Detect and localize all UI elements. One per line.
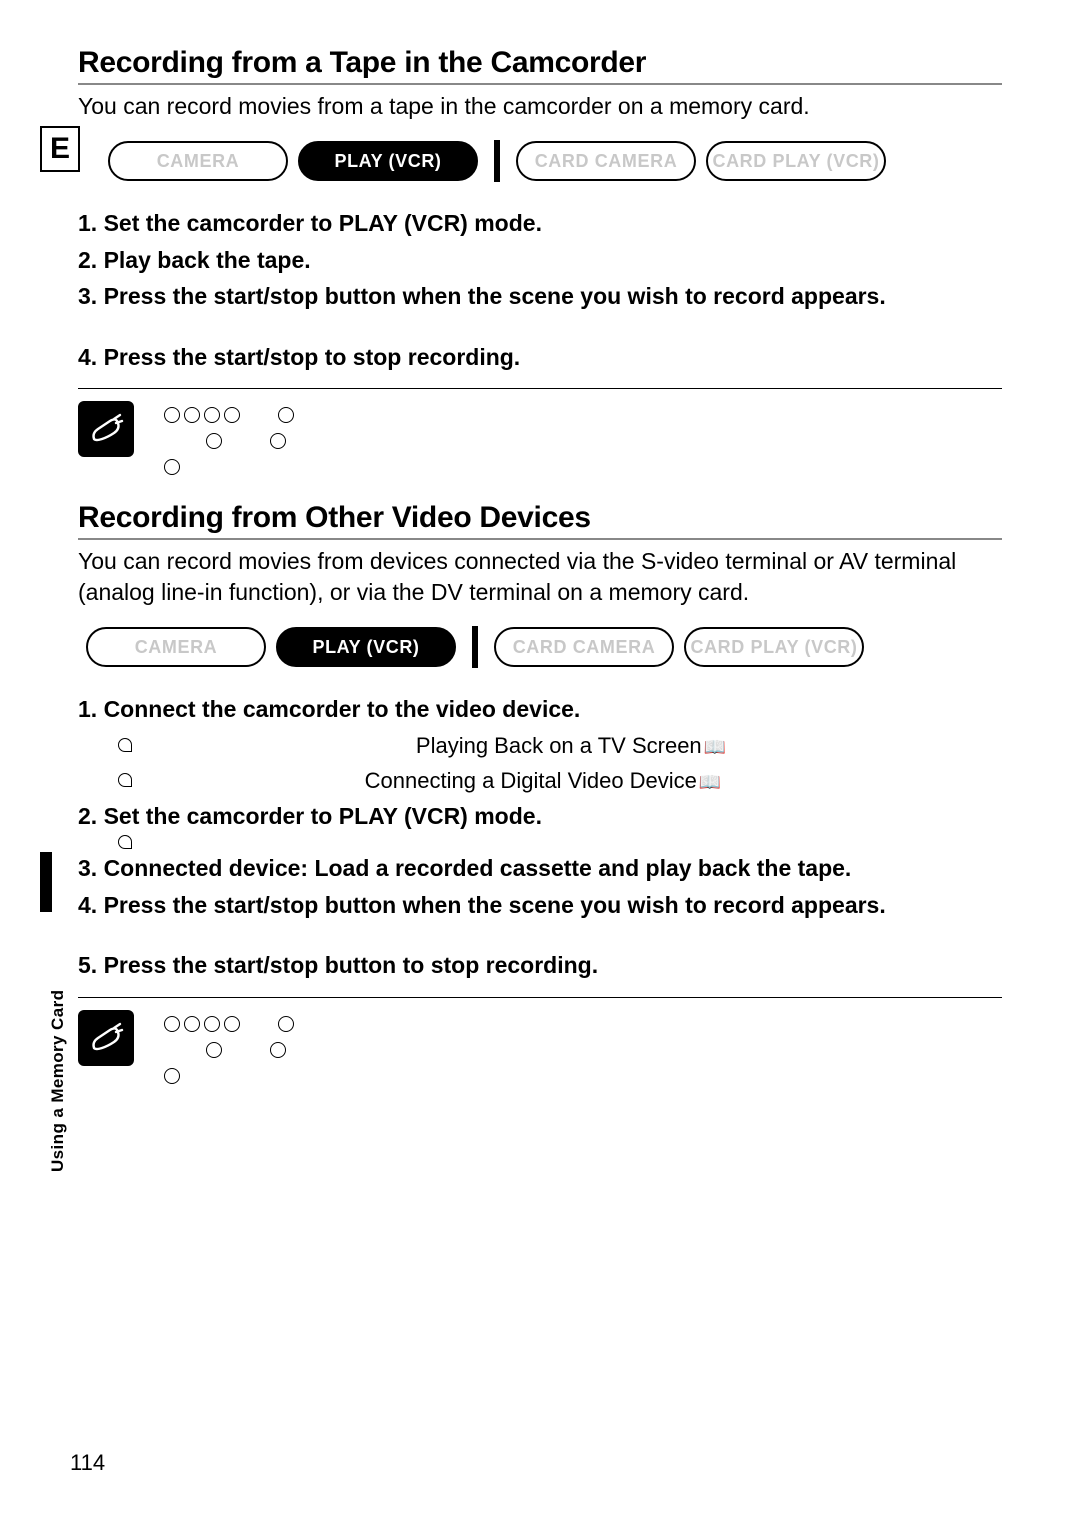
mode-camera: CAMERA	[108, 141, 288, 181]
step-2-3: 3. Connected device: Load a recorded cas…	[78, 851, 1002, 886]
section1-title: Recording from a Tape in the Camcorder	[78, 46, 1002, 85]
divider	[78, 388, 1002, 389]
step-2-1b: Connecting a Digital Video Device📖	[118, 764, 1002, 797]
step-2-2a	[118, 835, 1002, 849]
step-2-2: 2. Set the camcorder to PLAY (VCR) mode.	[78, 799, 1002, 834]
step-2-4: 4. Press the start/stop button when the …	[78, 888, 1002, 923]
mode-card-play-vcr: CARD PLAY (VCR)	[706, 141, 886, 181]
page-number: 114	[70, 1450, 105, 1476]
section2-steps: 1. Connect the camcorder to the video de…	[78, 692, 1002, 983]
note-row	[164, 407, 1002, 423]
step-2-1: 1. Connect the camcorder to the video de…	[78, 692, 1002, 727]
mode-row-2: CAMERA PLAY (VCR) CARD CAMERA CARD PLAY …	[86, 626, 1002, 668]
section2-intro: You can record movies from devices conne…	[78, 546, 1002, 608]
step-2-5: 5. Press the start/stop button to stop r…	[78, 948, 1002, 983]
section1-intro: You can record movies from a tape in the…	[78, 91, 1002, 122]
note-row	[164, 1042, 1002, 1058]
note-block-2	[78, 1010, 1002, 1084]
note-icon	[78, 1010, 134, 1066]
lang-badge: E	[40, 126, 80, 172]
mode-separator	[472, 626, 478, 668]
note-icon	[78, 401, 134, 457]
mode-play-vcr: PLAY (VCR)	[298, 141, 478, 181]
note-row	[164, 1016, 1002, 1032]
note-row	[164, 433, 1002, 449]
step-2-1a: Playing Back on a TV Screen📖	[118, 729, 1002, 762]
step-1-1: 1. Set the camcorder to PLAY (VCR) mode.	[78, 206, 1002, 241]
side-label: Using a Memory Card	[48, 990, 68, 1172]
step-1-2: 2. Play back the tape.	[78, 243, 1002, 278]
mode-card-play-vcr: CARD PLAY (VCR)	[684, 627, 864, 667]
divider	[78, 997, 1002, 998]
section2-title: Recording from Other Video Devices	[78, 501, 1002, 540]
note-row	[164, 1068, 1002, 1084]
step-1-4: 4. Press the start/stop to stop recordin…	[78, 340, 1002, 375]
step-1-3: 3. Press the start/stop button when the …	[78, 279, 1002, 314]
note-row	[164, 459, 1002, 475]
note-block-1	[78, 401, 1002, 475]
mode-separator	[494, 140, 500, 182]
mode-card-camera: CARD CAMERA	[516, 141, 696, 181]
mode-play-vcr: PLAY (VCR)	[276, 627, 456, 667]
side-tab	[40, 852, 52, 912]
book-icon: 📖	[704, 734, 726, 761]
mode-row-1: CAMERA PLAY (VCR) CARD CAMERA CARD PLAY …	[108, 140, 1002, 182]
book-icon: 📖	[699, 769, 721, 796]
mode-card-camera: CARD CAMERA	[494, 627, 674, 667]
mode-camera: CAMERA	[86, 627, 266, 667]
section1-steps: 1. Set the camcorder to PLAY (VCR) mode.…	[78, 206, 1002, 374]
